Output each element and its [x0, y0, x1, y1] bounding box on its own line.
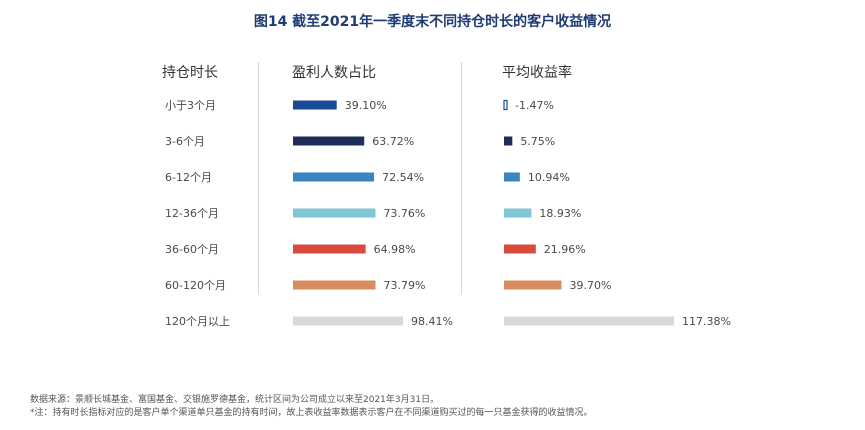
avg-return-bar: [504, 136, 513, 146]
profit-ratio-label: 73.76%: [383, 207, 425, 220]
avg-return-bar: [504, 208, 532, 218]
profit-ratio-bar: [293, 136, 365, 146]
category-label: 3-6个月: [165, 135, 205, 148]
category-label: 120个月以上: [165, 315, 230, 328]
avg-return-bar: [504, 244, 536, 254]
profit-ratio-bar: [293, 316, 403, 326]
avg-return-bar: [504, 172, 520, 182]
header-holding-period: 持仓时长: [162, 65, 218, 81]
avg-return-label: -1.47%: [515, 99, 554, 112]
profit-ratio-bar: [293, 172, 375, 182]
avg-return-label: 18.93%: [539, 207, 581, 220]
category-label: 36-60个月: [165, 243, 219, 256]
header-profit-ratio: 盈利人数占比: [292, 65, 376, 81]
category-label: 6-12个月: [165, 171, 212, 184]
column-divider-right: [461, 62, 462, 294]
column-divider-left: [258, 62, 259, 294]
avg-return-label: 10.94%: [528, 171, 570, 184]
category-label: 12-36个月: [165, 207, 219, 220]
profit-ratio-label: 63.72%: [372, 135, 414, 148]
profit-ratio-bar: [293, 100, 337, 110]
avg-return-label: 117.38%: [682, 315, 731, 328]
avg-return-label: 39.70%: [569, 279, 611, 292]
profit-ratio-bar: [293, 244, 366, 254]
profit-ratio-label: 64.98%: [374, 243, 416, 256]
profit-ratio-bar: [293, 280, 376, 290]
profit-ratio-label: 98.41%: [411, 315, 453, 328]
avg-return-label: 5.75%: [520, 135, 555, 148]
category-label: 60-120个月: [165, 279, 226, 292]
avg-return-label: 21.96%: [544, 243, 586, 256]
footnote-note: *注：持有时长指标对应的是客户单个渠道单只基金的持有时间，故上表收益率数据表示客…: [30, 408, 593, 418]
header-avg-return: 平均收益率: [502, 65, 572, 81]
avg-return-bar: [503, 99, 508, 111]
profit-ratio-label: 39.10%: [345, 99, 387, 112]
avg-return-bar: [504, 316, 674, 326]
chart-title: 图14 截至2021年一季度末不同持仓时长的客户收益情况: [253, 14, 612, 30]
profit-ratio-label: 73.79%: [383, 279, 425, 292]
footnote-source: 数据来源：景顺长城基金、富国基金、交银施罗德基金，统计区间为公司成立以来至202…: [30, 395, 440, 405]
profit-ratio-bar: [293, 208, 376, 218]
category-label: 小于3个月: [165, 99, 216, 112]
avg-return-bar: [504, 280, 562, 290]
profit-ratio-label: 72.54%: [382, 171, 424, 184]
